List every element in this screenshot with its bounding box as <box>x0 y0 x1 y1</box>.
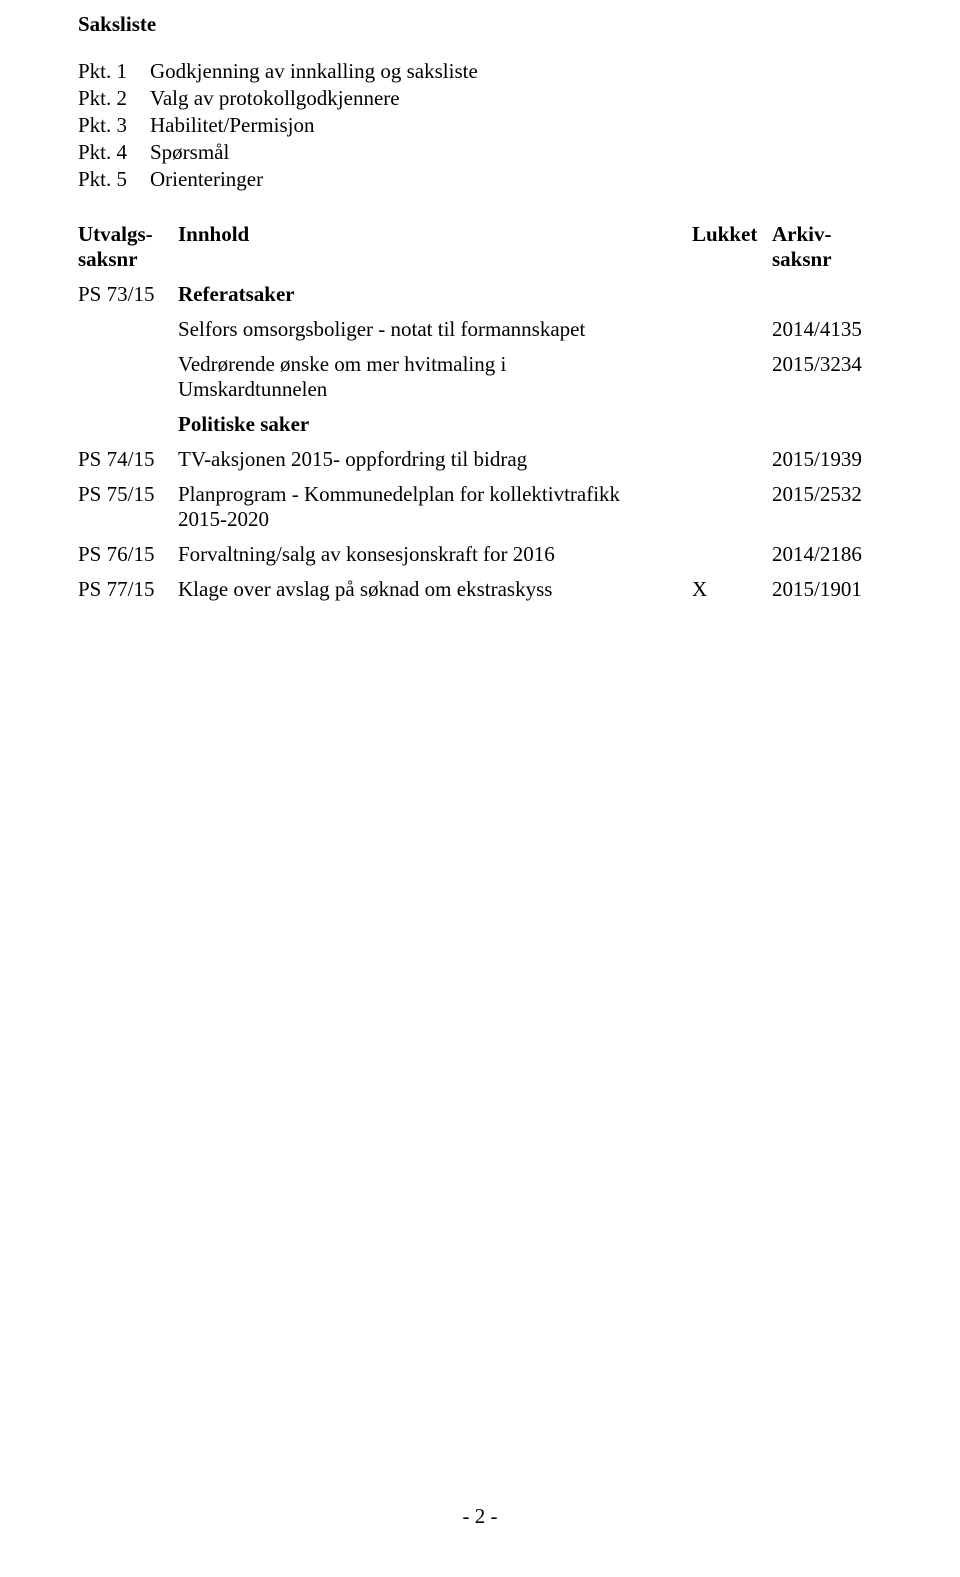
pkt-text: Valg av protokollgodkjennere <box>150 86 882 111</box>
cell-lukket: X <box>692 577 772 602</box>
cell-saksnr: PS 74/15 <box>78 447 178 472</box>
pkt-text: Habilitet/Permisjon <box>150 113 882 138</box>
pkt-label: Pkt. 2 <box>78 86 150 111</box>
cell-arkiv: 2015/1939 <box>772 447 882 472</box>
pkt-row: Pkt. 3 Habilitet/Permisjon <box>78 113 882 138</box>
cell-innhold: Vedrørende ønske om mer hvitmaling i Ums… <box>178 352 692 402</box>
cell-arkiv: 2015/3234 <box>772 352 882 377</box>
cell-innhold: Planprogram - Kommunedelplan for kollekt… <box>178 482 692 532</box>
cell-saksnr: PS 76/15 <box>78 542 178 567</box>
pkt-label: Pkt. 4 <box>78 140 150 165</box>
pkt-text: Spørsmål <box>150 140 882 165</box>
page: Saksliste Pkt. 1 Godkjenning av innkalli… <box>0 0 960 1577</box>
table-row: PS 73/15 Referatsaker <box>78 282 882 307</box>
cell-innhold: Klage over avslag på søknad om ekstrasky… <box>178 577 692 602</box>
table-subrow: Selfors omsorgsboliger - notat til forma… <box>78 317 882 342</box>
pkt-text: Godkjenning av innkalling og saksliste <box>150 59 882 84</box>
cell-innhold-line1: Planprogram - Kommunedelplan for kollekt… <box>178 482 682 507</box>
cell-arkiv: 2014/2186 <box>772 542 882 567</box>
table-row: PS 77/15 Klage over avslag på søknad om … <box>78 577 882 602</box>
header-arkiv-line1: Arkiv- <box>772 222 882 247</box>
cell-innhold: Referatsaker <box>178 282 692 307</box>
cell-innhold-line2: 2015-2020 <box>178 507 682 532</box>
pkt-label: Pkt. 3 <box>78 113 150 138</box>
cell-arkiv: 2014/4135 <box>772 317 882 342</box>
header-lukket: Lukket <box>692 222 772 272</box>
pkt-list: Pkt. 1 Godkjenning av innkalling og saks… <box>78 59 882 192</box>
table-row: PS 75/15 Planprogram - Kommunedelplan fo… <box>78 482 882 532</box>
cell-arkiv: 2015/1901 <box>772 577 882 602</box>
table-row: PS 74/15 TV-aksjonen 2015- oppfordring t… <box>78 447 882 472</box>
table-subrow: Politiske saker <box>78 412 882 437</box>
page-footer: - 2 - <box>0 1504 960 1529</box>
table-subrow: Vedrørende ønske om mer hvitmaling i Ums… <box>78 352 882 402</box>
cell-saksnr: PS 73/15 <box>78 282 178 307</box>
header-innhold: Innhold <box>178 222 692 272</box>
table-header: Utvalgs- saksnr Innhold Lukket Arkiv- sa… <box>78 222 882 272</box>
header-saksnr-line1: Utvalgs- <box>78 222 178 247</box>
cell-arkiv: 2015/2532 <box>772 482 882 507</box>
pkt-row: Pkt. 5 Orienteringer <box>78 167 882 192</box>
page-title: Saksliste <box>78 12 882 37</box>
cell-saksnr: PS 75/15 <box>78 482 178 507</box>
header-saksnr-line2: saksnr <box>78 247 178 272</box>
header-arkiv-line2: saksnr <box>772 247 882 272</box>
pkt-text: Orienteringer <box>150 167 882 192</box>
cell-innhold: Politiske saker <box>178 412 692 437</box>
pkt-row: Pkt. 2 Valg av protokollgodkjennere <box>78 86 882 111</box>
header-saksnr: Utvalgs- saksnr <box>78 222 178 272</box>
cell-innhold: Forvaltning/salg av konsesjonskraft for … <box>178 542 692 567</box>
cell-saksnr: PS 77/15 <box>78 577 178 602</box>
header-arkiv: Arkiv- saksnr <box>772 222 882 272</box>
cell-innhold-line1: Vedrørende ønske om mer hvitmaling i <box>178 352 682 377</box>
pkt-label: Pkt. 1 <box>78 59 150 84</box>
cell-innhold: Selfors omsorgsboliger - notat til forma… <box>178 317 692 342</box>
pkt-row: Pkt. 4 Spørsmål <box>78 140 882 165</box>
pkt-label: Pkt. 5 <box>78 167 150 192</box>
pkt-row: Pkt. 1 Godkjenning av innkalling og saks… <box>78 59 882 84</box>
cell-innhold-line2: Umskardtunnelen <box>178 377 682 402</box>
cell-innhold: TV-aksjonen 2015- oppfordring til bidrag <box>178 447 692 472</box>
table-row: PS 76/15 Forvaltning/salg av konsesjonsk… <box>78 542 882 567</box>
